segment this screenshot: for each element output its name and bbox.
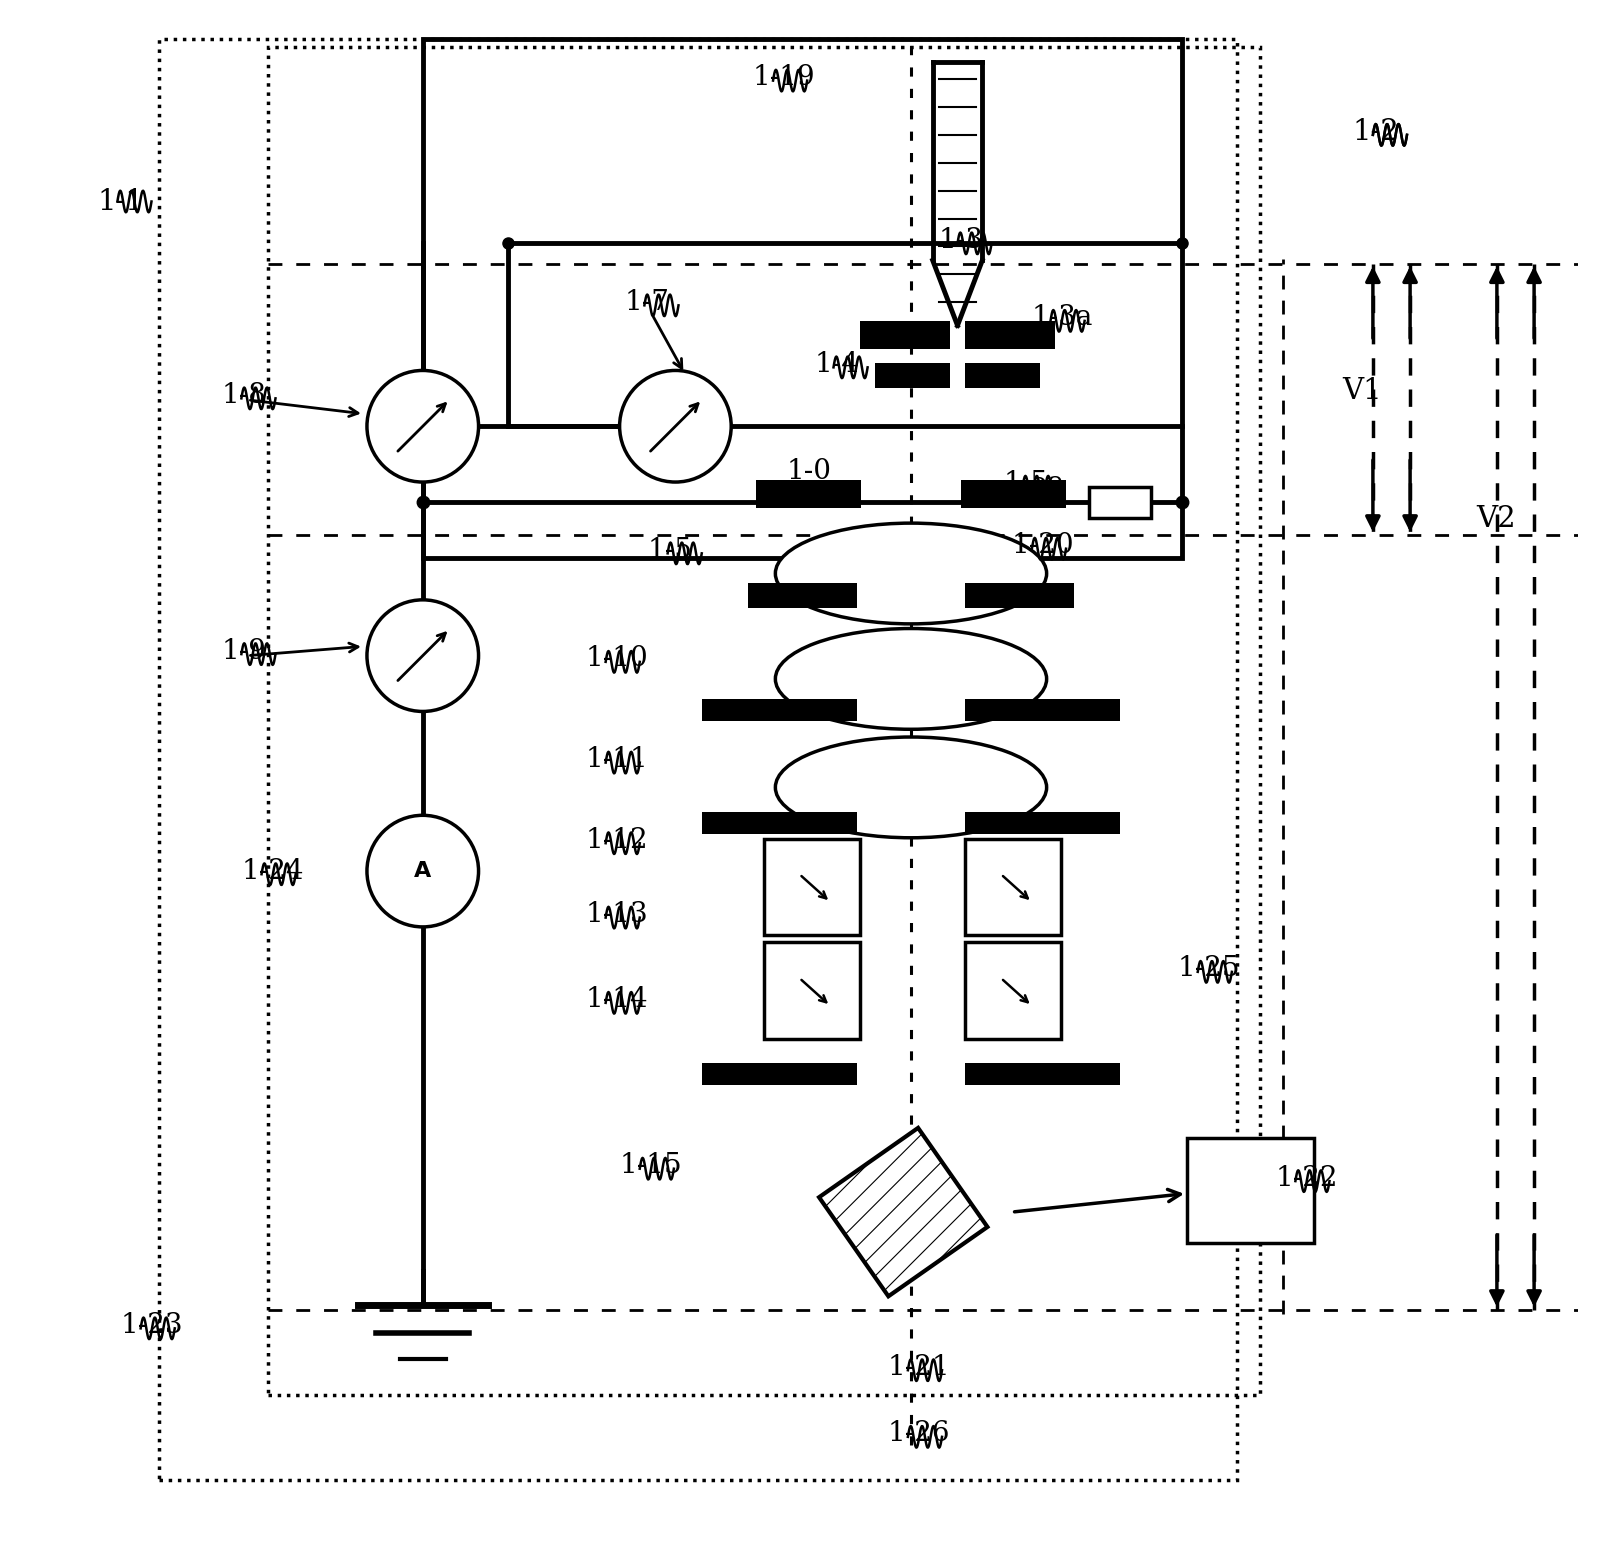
Bar xyxy=(965,812,1120,834)
Text: 1-22: 1-22 xyxy=(1276,1164,1337,1192)
Text: 1-9: 1-9 xyxy=(221,637,266,665)
Bar xyxy=(764,942,860,1038)
Text: 1-3: 1-3 xyxy=(939,226,984,254)
Text: 1-1: 1-1 xyxy=(98,188,144,215)
Text: 1-5: 1-5 xyxy=(647,536,692,564)
Circle shape xyxy=(368,815,478,927)
Bar xyxy=(860,321,950,349)
Text: 1-11: 1-11 xyxy=(586,746,648,773)
Text: 1-20: 1-20 xyxy=(1011,532,1074,560)
Ellipse shape xyxy=(775,628,1046,728)
Text: 1-24: 1-24 xyxy=(241,857,303,885)
Bar xyxy=(748,583,857,608)
Bar xyxy=(965,1063,1120,1085)
Text: 1-4: 1-4 xyxy=(815,350,860,378)
Text: V1: V1 xyxy=(1342,377,1382,405)
Bar xyxy=(1188,1138,1314,1243)
Bar xyxy=(965,699,1120,721)
Bar xyxy=(965,942,1061,1038)
Bar xyxy=(756,480,862,508)
Text: 1-10: 1-10 xyxy=(586,645,648,673)
Text: 1-3a: 1-3a xyxy=(1032,304,1093,332)
Text: 1-5a: 1-5a xyxy=(1005,470,1066,498)
Text: 1-15: 1-15 xyxy=(620,1152,682,1180)
Circle shape xyxy=(368,370,478,482)
Text: 1-14: 1-14 xyxy=(586,986,648,1014)
Bar xyxy=(268,46,1260,1395)
Bar xyxy=(961,480,1066,508)
Text: 1-26: 1-26 xyxy=(888,1420,950,1448)
Text: 1-8: 1-8 xyxy=(221,381,266,409)
Text: 1-0: 1-0 xyxy=(786,457,831,485)
Text: A: A xyxy=(414,862,432,880)
Text: 1-2: 1-2 xyxy=(1353,118,1400,146)
Text: 1-19: 1-19 xyxy=(753,64,815,91)
Ellipse shape xyxy=(775,738,1046,837)
Circle shape xyxy=(368,600,478,711)
Bar xyxy=(965,839,1061,935)
Ellipse shape xyxy=(775,524,1046,623)
Text: 1-13: 1-13 xyxy=(586,901,648,928)
Polygon shape xyxy=(819,1128,987,1296)
Bar xyxy=(965,583,1074,608)
Bar xyxy=(701,812,857,834)
Bar xyxy=(701,1063,857,1085)
Text: 1-7: 1-7 xyxy=(624,288,669,316)
Text: 1-23: 1-23 xyxy=(120,1311,183,1339)
Bar xyxy=(159,39,1236,1480)
Text: 1-21: 1-21 xyxy=(888,1353,950,1381)
Text: 1-25: 1-25 xyxy=(1178,955,1241,983)
Circle shape xyxy=(620,370,732,482)
Bar xyxy=(965,363,1040,388)
Bar xyxy=(1090,487,1151,518)
Text: V2: V2 xyxy=(1477,505,1517,533)
Bar xyxy=(875,363,950,388)
Bar xyxy=(764,839,860,935)
Bar xyxy=(965,321,1054,349)
Bar xyxy=(701,699,857,721)
Bar xyxy=(422,39,1183,558)
Text: 1-12: 1-12 xyxy=(586,826,648,854)
